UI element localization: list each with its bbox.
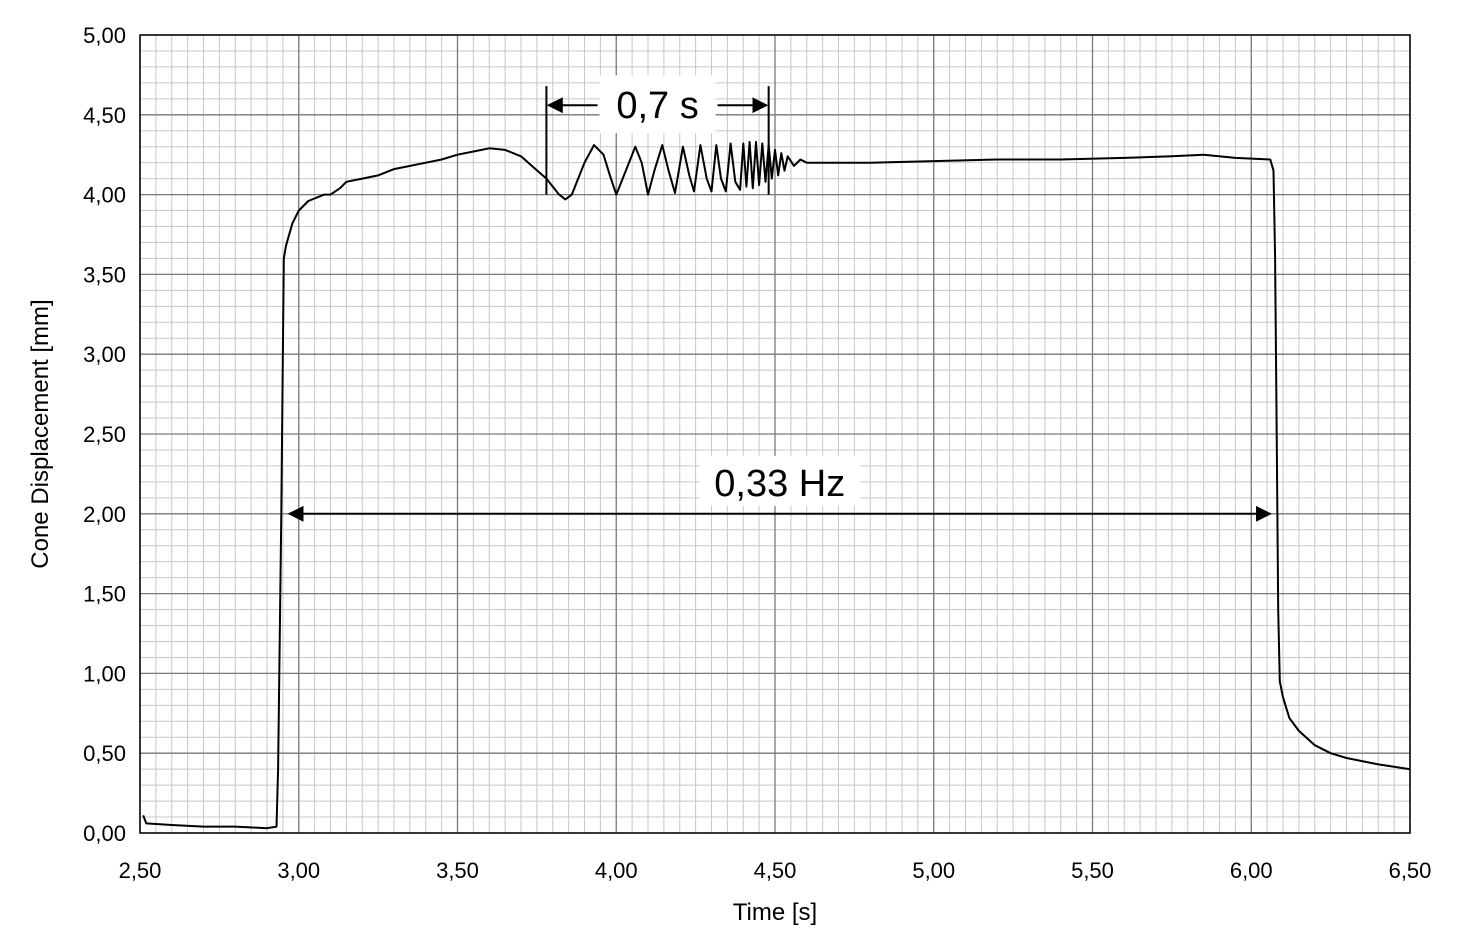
y-tick-label: 1,00 (83, 661, 126, 686)
x-tick-label: 5,00 (912, 858, 955, 883)
x-tick-label: 4,50 (754, 858, 797, 883)
interval-label: 0,7 s (616, 85, 698, 127)
plot-area-border (139, 34, 1411, 834)
y-tick-label: 0,00 (83, 821, 126, 846)
x-tick-label: 4,00 (595, 858, 638, 883)
y-tick-label: 4,00 (83, 183, 126, 208)
y-axis-title: Cone Displacement [mm] (27, 299, 54, 568)
y-tick-label: 2,50 (83, 422, 126, 447)
y-tick-label: 3,00 (83, 342, 126, 367)
x-axis-tick-labels: 2,50 3,00 3,50 4,00 4,50 5,00 5,50 6,00 6,50 (119, 858, 1432, 883)
x-tick-label: 5,50 (1071, 858, 1114, 883)
y-axis-tick-labels: 0,00 0,50 1,00 1,50 2,00 2,50 3,00 3,50 4,00 4,50… (83, 23, 126, 846)
y-tick-label: 3,50 (83, 262, 126, 287)
x-tick-label: 6,50 (1389, 858, 1432, 883)
x-tick-label: 6,00 (1230, 858, 1273, 883)
annotations: 0,7 s 0,33 Hz (287, 75, 1272, 522)
x-axis-title: Time [s] (733, 899, 817, 926)
frequency-label: 0,33 Hz (714, 463, 845, 505)
x-tick-label: 2,50 (119, 858, 162, 883)
y-tick-label: 5,00 (83, 23, 126, 48)
x-tick-label: 3,00 (277, 858, 320, 883)
series-line (142, 140, 1411, 830)
x-tick-label: 3,50 (436, 858, 479, 883)
frequency-label-background (699, 455, 860, 506)
y-tick-label: 4,50 (83, 103, 126, 128)
y-tick-label: 1,50 (83, 582, 126, 607)
y-tick-label: 2,00 (83, 502, 126, 527)
interval-label-background (599, 75, 716, 134)
y-tick-label: 0,50 (83, 741, 126, 766)
